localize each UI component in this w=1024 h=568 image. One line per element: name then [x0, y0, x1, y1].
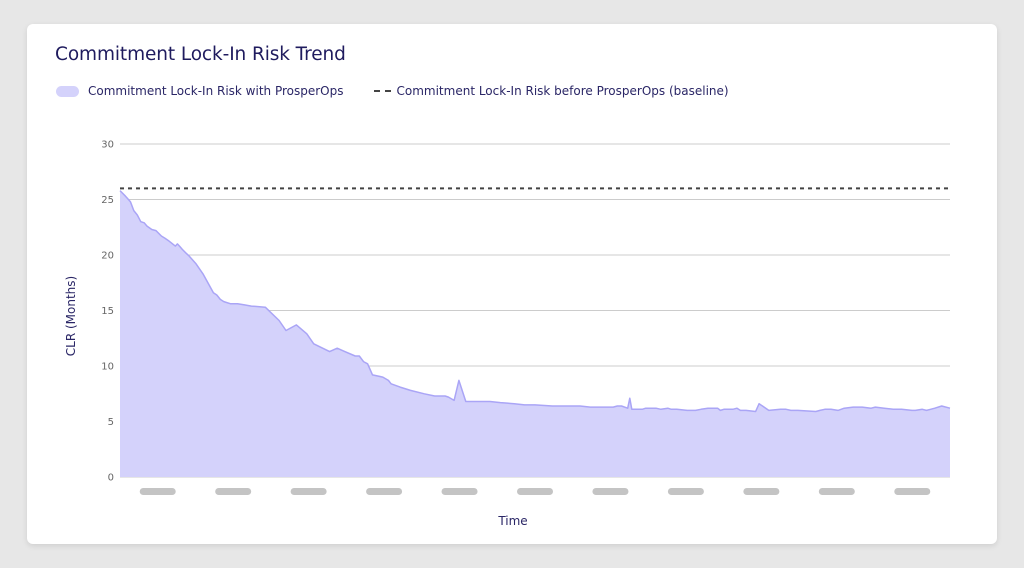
x-tick-placeholder: [818, 488, 855, 495]
x-tick-placeholders: [139, 488, 931, 495]
x-tick-placeholder: [743, 488, 780, 495]
legend-item-baseline: Commitment Lock-In Risk before ProsperOp…: [373, 84, 729, 98]
y-tick-30: 30: [101, 140, 114, 151]
x-tick-placeholder: [441, 488, 478, 495]
legend-dash-swatch: [373, 90, 391, 92]
x-tick-placeholder: [517, 488, 553, 495]
legend-item-with-prosperops: Commitment Lock-In Risk with ProsperOps: [56, 84, 344, 98]
chart-svg: 30 25 20 15 10 5 0 CLR (Months) Time: [64, 140, 951, 528]
y-tick-15: 15: [101, 306, 114, 317]
x-tick-placeholder: [290, 488, 327, 495]
legend-area-swatch: [56, 85, 79, 97]
chart-card: Commitment Lock-In Risk Trend Commitment…: [27, 24, 997, 544]
y-tick-10: 10: [101, 362, 114, 373]
x-tick-placeholder: [667, 488, 704, 495]
y-tick-25: 25: [101, 195, 114, 206]
series-line: [119, 190, 951, 413]
y-tick-0: 0: [108, 473, 114, 484]
x-tick-placeholder: [894, 488, 931, 495]
chart-legend: Commitment Lock-In Risk with ProsperOps …: [56, 83, 729, 99]
x-axis-title: Time: [497, 514, 527, 528]
chart-title: Commitment Lock-In Risk Trend: [55, 44, 346, 65]
x-tick-placeholder: [592, 488, 629, 495]
series-area-fill: [120, 190, 950, 477]
legend-area-label: Commitment Lock-In Risk with ProsperOps: [88, 84, 344, 98]
x-tick-placeholder: [366, 488, 403, 495]
legend-baseline-label: Commitment Lock-In Risk before ProsperOp…: [396, 84, 729, 98]
x-tick-placeholder: [215, 488, 252, 495]
y-tick-5: 5: [108, 417, 114, 428]
plot-area: [119, 187, 951, 477]
y-axis-title: CLR (Months): [64, 276, 78, 356]
y-tick-labels: 30 25 20 15 10 5 0: [101, 140, 114, 484]
y-tick-20: 20: [101, 251, 114, 262]
x-tick-placeholder: [139, 488, 176, 495]
